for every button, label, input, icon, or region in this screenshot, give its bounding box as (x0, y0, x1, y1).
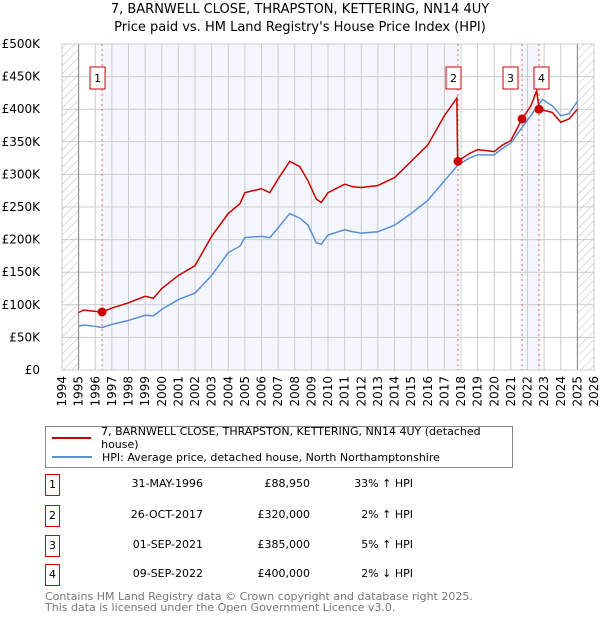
x-tick-label: 2009 (304, 376, 318, 407)
y-tick-label: £400K (2, 102, 42, 116)
x-tick-label: 1998 (122, 376, 136, 407)
legend: 7, BARNWELL CLOSE, THRAPSTON, KETTERING,… (45, 425, 513, 468)
sale-point (97, 307, 107, 317)
sale-label-box (533, 66, 550, 90)
x-tick-label: 2021 (504, 376, 518, 407)
sale-marker-badge: 4 (45, 564, 60, 586)
sale-label-box (89, 66, 106, 90)
sale-marker-badge: 3 (45, 535, 60, 557)
x-tick-label: 2013 (371, 376, 385, 407)
sale-hpi-change: 2% ↓ HPI (361, 567, 413, 580)
x-tick-label: 2018 (454, 376, 468, 407)
sale-date: 01-SEP-2021 (132, 538, 203, 551)
x-tick-label: 2015 (404, 376, 418, 407)
x-tick-label: 2011 (338, 376, 352, 407)
x-tick-label: 2002 (188, 376, 202, 407)
sale-label-number: 1 (94, 72, 101, 85)
sale-point (534, 104, 544, 114)
sale-price: £400,000 (257, 567, 311, 580)
x-tick-label: 2004 (221, 376, 235, 407)
y-tick-label: £100K (2, 298, 42, 312)
x-tick-label: 1999 (138, 376, 152, 407)
x-tick-label: 2023 (537, 376, 551, 407)
series-line (78, 98, 578, 329)
y-tick-label: £350K (2, 135, 42, 149)
plot-border (61, 43, 595, 371)
x-tick-label: 2003 (205, 376, 219, 407)
legend-item-hpi: HPI: Average price, detached house, Nort… (52, 448, 440, 466)
sale-label-box (502, 66, 519, 90)
sale-label-number: 4 (538, 72, 545, 85)
sale-point (517, 114, 527, 124)
sale-price: £88,950 (264, 477, 311, 490)
x-tick-label: 2016 (421, 376, 435, 407)
x-tick-label: 2012 (354, 376, 368, 407)
sale-price: £385,000 (257, 538, 311, 551)
chart-subtitle: Price paid vs. HM Land Registry's House … (114, 20, 486, 35)
x-tick-label: 2017 (437, 376, 451, 407)
sale-marker-badge: 2 (45, 505, 60, 527)
sale-label-box (445, 66, 462, 90)
sale-label-number: 2 (450, 72, 457, 85)
y-tick-label: £250K (2, 200, 42, 214)
x-tick-label: 2007 (271, 376, 285, 407)
legend-label: HPI: Average price, detached house, Nort… (102, 450, 440, 464)
y-tick-label: £50K (9, 330, 41, 344)
legend-label: 7, BARNWELL CLOSE, THRAPSTON, KETTERING,… (101, 425, 481, 451)
sale-hpi-change: 33% ↑ HPI (354, 477, 413, 490)
sale-label-number: 3 (507, 72, 514, 85)
series-line (78, 87, 578, 314)
y-tick-label: £500K (2, 37, 42, 51)
chart-title: 7, BARNWELL CLOSE, THRAPSTON, KETTERING,… (110, 2, 490, 17)
x-tick-label: 2019 (471, 376, 485, 407)
sale-hpi-change: 5% ↑ HPI (361, 538, 413, 551)
y-tick-label: £0 (25, 363, 40, 377)
x-tick-label: 2022 (521, 376, 535, 407)
x-tick-label: 1996 (88, 376, 102, 407)
footer-licence: This data is licensed under the Open Gov… (45, 601, 396, 614)
x-tick-label: 1995 (72, 376, 86, 407)
sale-date: 26-OCT-2017 (130, 508, 203, 521)
blue-line-swatch (52, 456, 92, 458)
sale-hpi-change: 2% ↑ HPI (361, 508, 413, 521)
footer-copyright: Contains HM Land Registry data © Crown c… (45, 590, 473, 603)
x-tick-label: 2026 (587, 376, 600, 407)
x-tick-label: 2005 (238, 376, 252, 407)
x-tick-label: 1994 (55, 376, 69, 407)
x-tick-label: 2008 (288, 376, 302, 407)
x-tick-label: 2024 (554, 376, 568, 407)
y-tick-label: £150K (2, 265, 42, 279)
x-tick-label: 2020 (487, 376, 501, 407)
sale-marker-badge: 1 (45, 474, 60, 496)
y-tick-label: £200K (2, 233, 42, 247)
red-line-swatch (52, 437, 92, 439)
x-tick-label: 2025 (570, 376, 584, 407)
y-tick-label: £300K (2, 167, 42, 181)
sale-point (453, 156, 463, 166)
y-tick-label: £450K (2, 70, 42, 84)
x-tick-label: 2001 (171, 376, 185, 407)
x-tick-label: 2006 (255, 376, 269, 407)
sale-date: 09-SEP-2022 (132, 567, 203, 580)
x-tick-label: 1997 (105, 376, 119, 407)
sale-price: £320,000 (257, 508, 311, 521)
legend-item-property: 7, BARNWELL CLOSE, THRAPSTON, KETTERING,… (52, 425, 512, 451)
x-tick-label: 2010 (321, 376, 335, 407)
price-chart: 1994 1995 1996 1997 1998 1999 2000 2001 2002 2003… (2, 37, 600, 407)
sale-date: 31-MAY-1996 (131, 477, 203, 490)
x-tick-label: 2000 (155, 376, 169, 407)
x-tick-label: 2014 (388, 376, 402, 407)
